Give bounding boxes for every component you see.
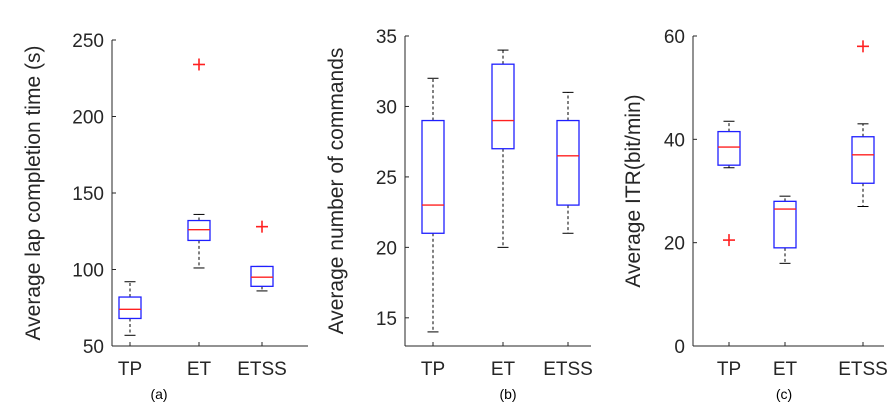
y-tick-label: 30	[376, 97, 397, 118]
panel-b: 15 20 25 30 35 TP ET ETSS Average number of comm…	[325, 27, 593, 402]
panel-label: (c)	[776, 386, 792, 402]
iqr-box	[851, 136, 875, 184]
iqr-box	[773, 200, 797, 249]
box-etss	[851, 40, 875, 207]
iqr-box	[118, 296, 142, 320]
box-tp	[717, 120, 741, 247]
y-tick-label: 60	[664, 27, 685, 48]
outlier-marker	[256, 220, 268, 233]
x-tick-label: TP	[717, 359, 741, 380]
x-tick-label: ET	[773, 359, 798, 380]
panel-label: (b)	[499, 386, 516, 402]
x-tick-label: ET	[187, 359, 212, 380]
y-tick-label: 15	[376, 309, 397, 330]
y-tick-label: 0	[674, 337, 685, 358]
x-tick-label: ETSS	[838, 359, 888, 380]
box-et	[187, 58, 211, 269]
iqr-box	[187, 219, 211, 242]
y-tick-label: 100	[72, 261, 104, 282]
y-axis-title: Average lap completion time (s)	[22, 46, 45, 341]
iqr-box	[491, 63, 515, 150]
y-tick-label: 40	[664, 130, 685, 151]
y-axis-title: Average ITR(bit/min)	[622, 94, 645, 287]
y-tick-label: 250	[72, 31, 104, 52]
y-tick-label: 50	[83, 337, 104, 358]
x-tick-label: ET	[491, 359, 516, 380]
panel-a: 50 100 150 200 250 TP ET ETSS Average lap comple…	[22, 31, 308, 402]
x-tick-label: ETSS	[543, 359, 593, 380]
y-tick-label: 20	[376, 238, 397, 259]
iqr-box	[421, 119, 445, 234]
box-et	[773, 195, 797, 264]
box-tp	[118, 281, 142, 336]
y-tick-label: 25	[376, 168, 397, 189]
iqr-box	[717, 130, 741, 166]
y-tick-label: 200	[72, 108, 104, 129]
box-etss	[250, 220, 274, 292]
outlier-marker	[857, 40, 869, 53]
y-axis-title: Average number of commands	[325, 48, 348, 335]
outlier-marker	[193, 58, 205, 71]
box-tp	[421, 77, 445, 333]
x-tick-label: TP	[118, 359, 142, 380]
iqr-box	[556, 119, 580, 206]
x-tick-label: ETSS	[237, 359, 287, 380]
panel-c: 0 20 40 60 TP ET ETSS Average ITR(bit/min) (c)	[622, 27, 888, 402]
y-tick-label: 20	[664, 234, 685, 255]
iqr-box	[250, 265, 274, 287]
box-etss	[556, 91, 580, 234]
y-tick-label: 35	[376, 27, 397, 48]
box-et	[491, 49, 515, 248]
outlier-marker	[723, 234, 735, 247]
x-tick-label: TP	[421, 359, 445, 380]
y-tick-label: 150	[72, 184, 104, 205]
panel-label: (a)	[150, 386, 167, 402]
